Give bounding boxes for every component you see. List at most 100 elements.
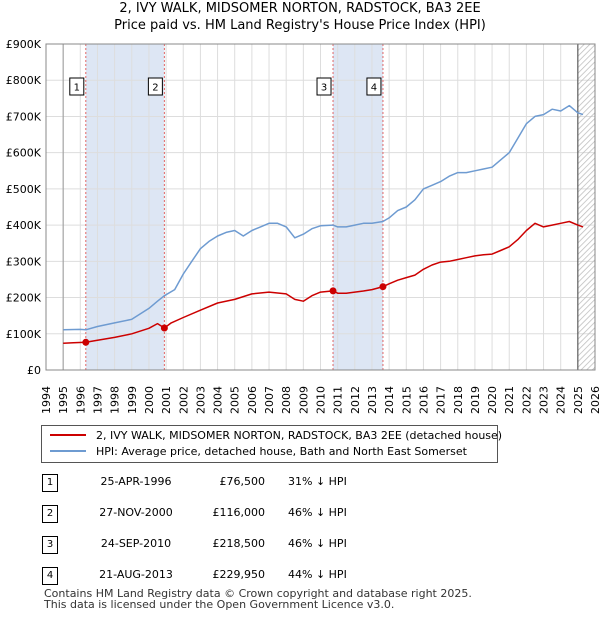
sale-row: 2 27-NOV-2000 £116,000 46% ↓ HPI [42,502,442,533]
sale-number-badge: 2 [42,505,58,523]
sale-point [329,287,337,295]
sale-row: 1 25-APR-1996 £76,500 31% ↓ HPI [42,471,442,502]
legend-label-property: 2, IVY WALK, MIDSOMER NORTON, RADSTOCK, … [96,429,503,442]
sale-price: £116,000 [212,506,266,519]
legend-item-property: 2, IVY WALK, MIDSOMER NORTON, RADSTOCK, … [50,428,502,444]
x-tick-label: 1997 [91,386,104,414]
x-tick-label: 2018 [452,386,465,414]
price-chart: 1 2 3 4 £0 £100K £200K £300K £400K £500K £600K £70… [6,38,600,414]
x-tick-label: 2007 [263,386,276,414]
property-line [63,220,584,344]
y-tick-label: £500K [6,183,42,196]
x-tick-label: 2014 [383,386,396,414]
sale-hpi-diff: 46% ↓ HPI [288,537,347,550]
sale-price: £76,500 [219,475,266,488]
x-tick-label: 2016 [417,386,430,414]
sale-marker-number: 3 [321,83,327,94]
footer-copyright: Contains HM Land Registry data © Crown c… [44,587,472,600]
x-tick-label: 2023 [538,386,551,414]
x-tick-label: 2001 [160,386,173,414]
y-axis-ticks: £0 £100K £200K £300K £400K £500K £600K £700K £80… [6,38,42,377]
sale-marker-box [147,77,163,96]
footer: Contains HM Land Registry data © Crown c… [44,588,472,610]
x-tick-label: 1994 [40,386,53,414]
x-tick-label: 2026 [589,386,600,414]
x-tick-label: 2020 [486,386,499,414]
sale-date: 24-SEP-2010 [100,537,172,550]
sale-number-badge: 1 [42,474,58,492]
sale-date: 21-AUG-2013 [99,568,173,581]
sale-row: 4 21-AUG-2013 £229,950 44% ↓ HPI [42,564,442,595]
shaded-range [333,44,383,370]
sale-points [82,283,387,346]
footer-licence: This data is licensed under the Open Gov… [44,598,395,611]
future-hatch [62,44,595,370]
hpi-line [63,104,584,331]
y-tick-label: £800K [6,74,42,87]
series-lines [63,104,584,344]
sale-marker-number: 1 [74,83,80,94]
sale-number-badge: 3 [42,536,58,554]
sale-marker-labels: 1 2 3 4 [69,77,382,96]
x-tick-label: 2000 [143,386,156,414]
sales-table: 1 25-APR-1996 £76,500 31% ↓ HPI 2 27-NOV… [42,471,442,595]
shaded-range [85,44,165,370]
chart-subtitle: Price paid vs. HM Land Registry's House … [114,18,486,33]
x-tick-label: 2022 [520,386,533,414]
sale-marker-box [316,77,332,96]
sale-price: £218,500 [212,537,266,550]
sale-point [160,324,168,332]
x-tick-label: 2005 [229,386,242,414]
x-tick-label: 2012 [349,386,362,414]
x-tick-label: 1998 [109,386,122,414]
x-tick-label: 1999 [126,386,139,414]
chart-title: 2, IVY WALK, MIDSOMER NORTON, RADSTOCK, … [0,0,600,34]
sale-marker-box [366,77,382,96]
sale-point [82,338,90,346]
x-axis-ticks: 1994 1995 1996 1997 1998 1999 2000 2001 2002 2003… [40,386,600,414]
legend-label-hpi: HPI: Average price, detached house, Bath… [96,445,467,458]
y-tick-label: £100K [6,328,42,341]
x-tick-label: 2013 [366,386,379,414]
x-tick-label: 2015 [400,386,413,414]
sale-marker-label: 4 [366,77,382,96]
sale-point [379,283,387,291]
sale-row: 3 24-SEP-2010 £218,500 46% ↓ HPI [42,533,442,564]
x-tick-label: 2004 [212,386,225,414]
y-tick-label: £300K [6,255,42,268]
y-tick-label: £600K [6,147,42,160]
sale-marker-label: 2 [147,77,163,96]
sale-number-badge: 4 [42,567,58,585]
sale-date: 25-APR-1996 [100,475,172,488]
legend: 2, IVY WALK, MIDSOMER NORTON, RADSTOCK, … [41,425,502,463]
y-tick-label: £200K [6,292,42,305]
chart-title-line1: 2, IVY WALK, MIDSOMER NORTON, RADSTOCK, … [119,1,481,16]
y-tick-label: £900K [6,38,42,51]
sale-marker-box [69,77,85,96]
legend-item-hpi: HPI: Average price, detached house, Bath… [50,444,467,460]
x-tick-label: 2006 [246,386,259,414]
hatched-region [577,44,595,370]
y-tick-label: £700K [6,110,42,123]
sale-hpi-diff: 44% ↓ HPI [288,568,347,581]
x-tick-label: 2002 [177,386,190,414]
shaded-regions [85,44,383,370]
sale-marker-number: 4 [371,83,377,94]
legend-line-hpi [50,450,86,452]
plot-frame [45,43,596,371]
x-tick-label: 1995 [57,386,70,414]
sale-hpi-diff: 46% ↓ HPI [288,506,347,519]
y-tick-label: £0 [27,364,41,377]
x-tick-label: 2025 [572,386,585,414]
x-tick-label: 2008 [280,386,293,414]
x-tick-label: 1996 [74,386,87,414]
sale-hpi-diff: 31% ↓ HPI [288,475,347,488]
x-tick-label: 2017 [435,386,448,414]
x-tick-label: 2003 [194,386,207,414]
sale-marker-label: 3 [316,77,332,96]
legend-line-property [50,434,86,436]
x-tick-label: 2024 [555,386,568,414]
sale-date: 27-NOV-2000 [99,506,173,519]
x-tick-label: 2019 [469,386,482,414]
x-tick-label: 2011 [332,386,345,414]
